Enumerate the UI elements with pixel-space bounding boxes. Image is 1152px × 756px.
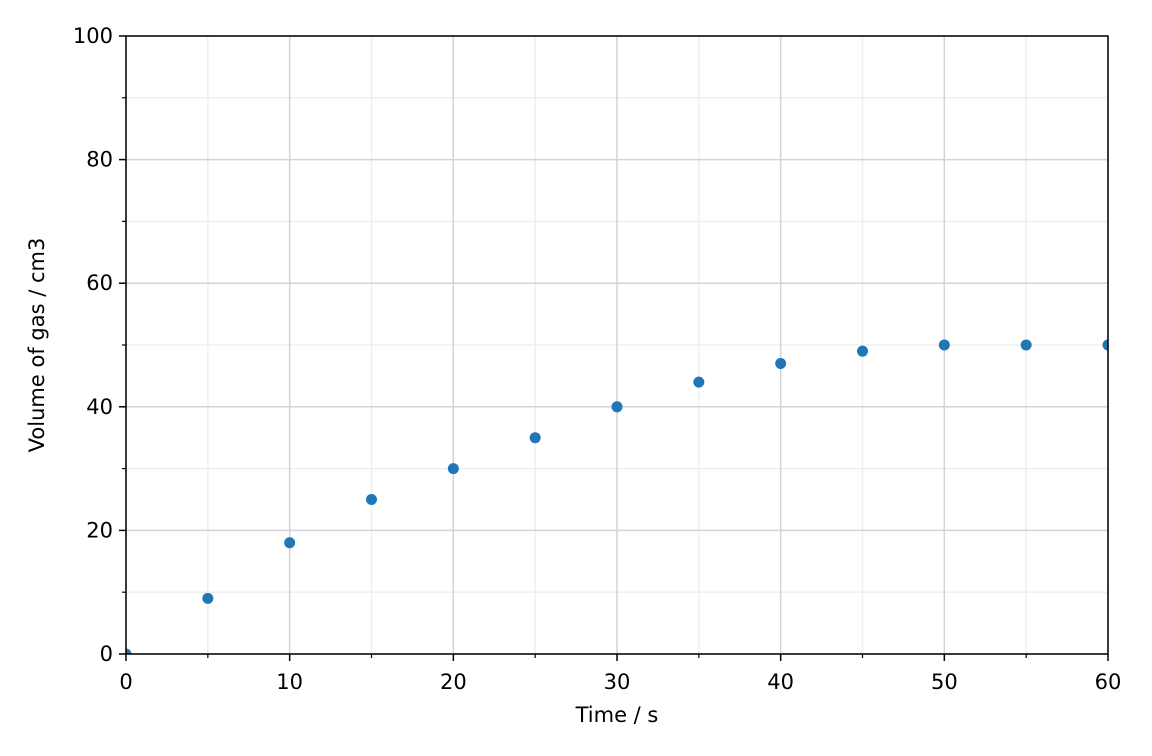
y-axis-label: Volume of gas / cm3 <box>25 238 49 453</box>
point <box>529 432 541 444</box>
x-tick-label: 20 <box>440 670 467 694</box>
point <box>775 358 787 370</box>
point <box>1102 339 1108 351</box>
point <box>693 376 705 388</box>
y-tick-label: 60 <box>86 271 113 295</box>
point <box>611 401 623 413</box>
x-tick-label: 50 <box>931 670 958 694</box>
axes: 0 10 20 30 40 50 60 0 20 40 60 80 100 <box>73 24 1121 694</box>
point <box>366 494 377 505</box>
y-tick-label: 40 <box>86 395 113 419</box>
y-tick-label: 0 <box>100 642 113 666</box>
grid <box>125 35 1109 655</box>
x-axis-label: Time / s <box>575 703 659 727</box>
point <box>202 592 214 604</box>
point <box>284 537 296 549</box>
point <box>857 345 868 357</box>
point <box>126 648 132 654</box>
points <box>126 339 1108 654</box>
x-tick-label: 60 <box>1095 670 1122 694</box>
x-tick-label: 40 <box>767 670 794 694</box>
point <box>938 339 950 351</box>
point <box>447 463 459 475</box>
x-tick-label: 10 <box>276 670 303 694</box>
x-tick-label: 30 <box>604 670 631 694</box>
y-tick-label: 20 <box>86 518 113 542</box>
y-tick-label: 100 <box>73 24 113 48</box>
x-tick-label: 0 <box>119 670 132 694</box>
point <box>1020 339 1032 351</box>
y-tick-label: 80 <box>86 148 113 172</box>
